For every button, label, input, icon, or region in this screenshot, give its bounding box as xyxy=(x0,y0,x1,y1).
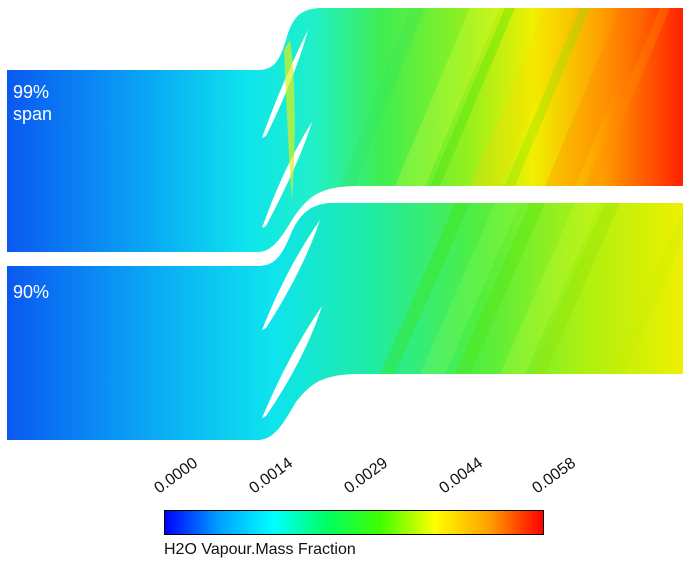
wake-streaks-99 xyxy=(340,8,670,186)
colorbar xyxy=(164,510,544,535)
blade-90-a xyxy=(262,220,320,330)
span-label-90: 90% xyxy=(13,282,50,302)
passage-99-span xyxy=(7,8,683,252)
blade-90-b xyxy=(262,306,322,418)
wake-streaks-90 xyxy=(380,203,683,374)
span-label-99: 99% xyxy=(13,82,50,102)
contour-plot xyxy=(7,8,683,440)
passage-90-span xyxy=(7,203,683,440)
passage-90-field xyxy=(7,203,683,440)
passage-99-field xyxy=(7,8,683,252)
blade-99-b xyxy=(262,122,312,228)
blade-99-highlight xyxy=(284,40,295,200)
colorbar-title: H2O Vapour.Mass Fraction xyxy=(164,541,356,558)
span-label-99-word: span xyxy=(13,104,53,124)
blade-99-a xyxy=(262,30,308,138)
